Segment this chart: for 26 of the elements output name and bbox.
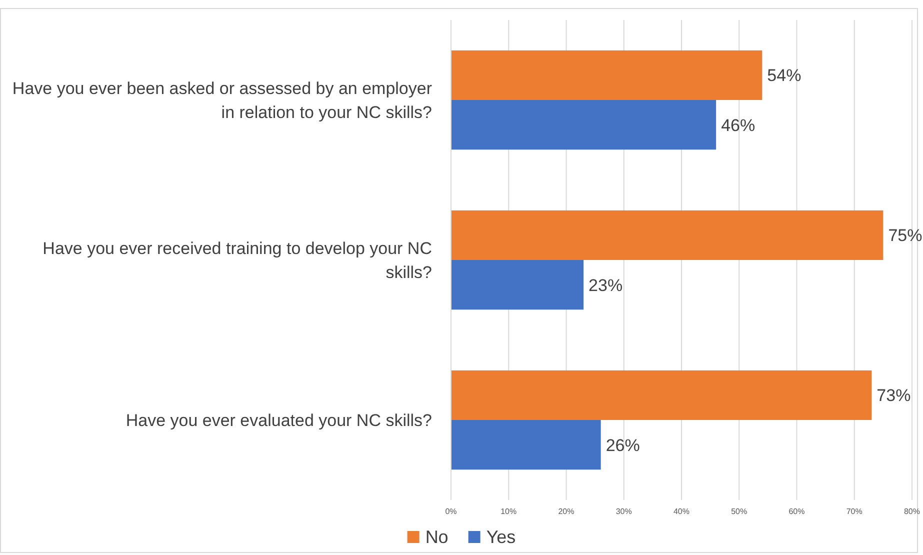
x-tick-label: 30% (616, 507, 632, 516)
data-label: 73% (876, 386, 911, 406)
data-label: 75% (888, 226, 922, 246)
y-tick-label: Have you ever evaluated your NC skills? (126, 411, 432, 430)
bar (451, 210, 884, 260)
x-tick-label: 40% (673, 507, 690, 516)
x-tick-label: 80% (904, 507, 920, 516)
y-tick-label: Have you ever been asked or assessed by an employer in relation to your NC skills? (12, 79, 432, 122)
bar (451, 260, 584, 310)
data-label: 46% (721, 116, 756, 135)
x-tick-label: 20% (558, 507, 574, 516)
x-tick-label: 70% (846, 507, 862, 516)
x-tick-label: 10% (500, 507, 517, 516)
legend-label: No (425, 527, 448, 547)
x-tick-label: 0% (445, 507, 457, 516)
x-tick-label: 50% (731, 507, 748, 516)
legend-label: Yes (486, 527, 516, 547)
bar (451, 370, 872, 420)
data-label: 23% (588, 276, 623, 295)
data-label: 26% (606, 436, 640, 455)
bar (451, 50, 762, 100)
y-tick-label: Have you ever received training to develop your NC skills? (42, 239, 432, 282)
bar (451, 100, 716, 150)
data-label: 54% (767, 66, 802, 86)
x-tick-label: 60% (788, 507, 805, 516)
bar (451, 420, 601, 470)
